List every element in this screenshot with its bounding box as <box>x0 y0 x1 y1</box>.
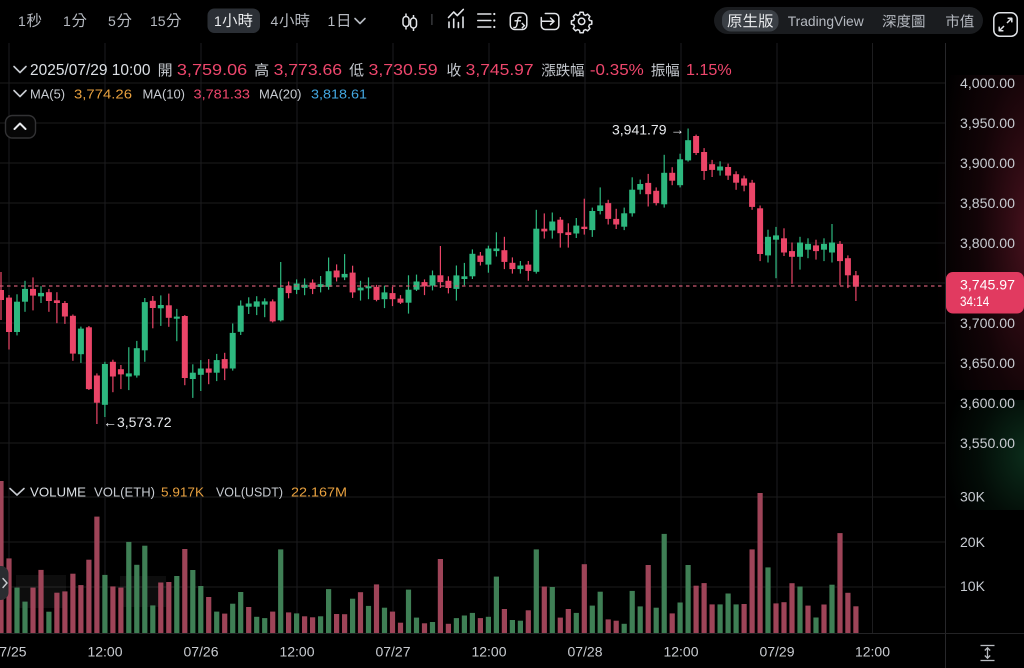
svg-text:5.917K: 5.917K <box>161 485 204 500</box>
svg-text:-0.35%: -0.35% <box>590 62 644 79</box>
svg-text:VOLUME: VOLUME <box>30 485 86 500</box>
svg-text:4,000.00: 4,000.00 <box>960 76 1015 91</box>
svg-text:MA(5): MA(5) <box>30 86 65 101</box>
svg-text:3,650.00: 3,650.00 <box>960 356 1015 371</box>
svg-text:3,745.97: 3,745.97 <box>960 278 1015 293</box>
svg-text:12:00: 12:00 <box>87 644 122 660</box>
svg-text:3,774.26: 3,774.26 <box>74 86 132 101</box>
svg-text:07/25: 07/25 <box>0 644 27 660</box>
svg-text:3,773.66: 3,773.66 <box>274 62 343 79</box>
svg-text:3,818.61: 3,818.61 <box>311 86 367 101</box>
svg-text:3,850.00: 3,850.00 <box>960 196 1015 211</box>
svg-text:3,941.79 →: 3,941.79 → <box>612 122 684 138</box>
svg-text:30K: 30K <box>960 488 986 504</box>
svg-text:3,550.00: 3,550.00 <box>960 436 1015 451</box>
svg-text:3,600.00: 3,600.00 <box>960 396 1015 411</box>
svg-text:MA(20): MA(20) <box>259 86 302 101</box>
svg-text:1.15%: 1.15% <box>686 62 732 79</box>
svg-text:3,900.00: 3,900.00 <box>960 156 1015 171</box>
svg-text:1: 1 <box>63 13 71 29</box>
svg-text:4: 4 <box>271 13 279 29</box>
svg-text:1: 1 <box>328 13 336 29</box>
svg-text:22.167M: 22.167M <box>291 485 347 500</box>
svg-text:VOL(ETH): VOL(ETH) <box>94 485 155 500</box>
svg-text:2025/07/29 10:00: 2025/07/29 10:00 <box>30 62 151 79</box>
svg-text:12:00: 12:00 <box>663 644 698 660</box>
svg-text:07/27: 07/27 <box>375 644 410 660</box>
svg-text:3,745.97: 3,745.97 <box>466 62 534 79</box>
svg-text:34:14: 34:14 <box>960 294 990 309</box>
svg-text:TradingView: TradingView <box>788 13 865 29</box>
svg-text:←3,573.72: ←3,573.72 <box>103 414 172 430</box>
svg-text:12:00: 12:00 <box>855 644 890 660</box>
svg-text:1: 1 <box>18 13 26 29</box>
svg-text:07/26: 07/26 <box>183 644 218 660</box>
svg-text:10K: 10K <box>960 578 986 594</box>
svg-text:VOL(USDT): VOL(USDT) <box>216 485 283 500</box>
svg-text:12:00: 12:00 <box>471 644 506 660</box>
svg-text:MA(10): MA(10) <box>143 86 186 101</box>
svg-text:5: 5 <box>108 13 116 29</box>
svg-text:12:00: 12:00 <box>279 644 314 660</box>
svg-text:3,800.00: 3,800.00 <box>960 236 1015 251</box>
svg-text:07/29: 07/29 <box>759 644 794 660</box>
svg-text:15: 15 <box>150 13 166 29</box>
svg-text:3,950.00: 3,950.00 <box>960 116 1015 131</box>
svg-text:07/28: 07/28 <box>567 644 602 660</box>
svg-text:3,781.33: 3,781.33 <box>194 86 251 101</box>
svg-text:20K: 20K <box>960 534 986 550</box>
svg-text:3,730.59: 3,730.59 <box>369 62 438 79</box>
svg-text:3,700.00: 3,700.00 <box>960 316 1015 331</box>
svg-text:3,759.06: 3,759.06 <box>177 62 247 79</box>
svg-text:1: 1 <box>214 13 222 29</box>
